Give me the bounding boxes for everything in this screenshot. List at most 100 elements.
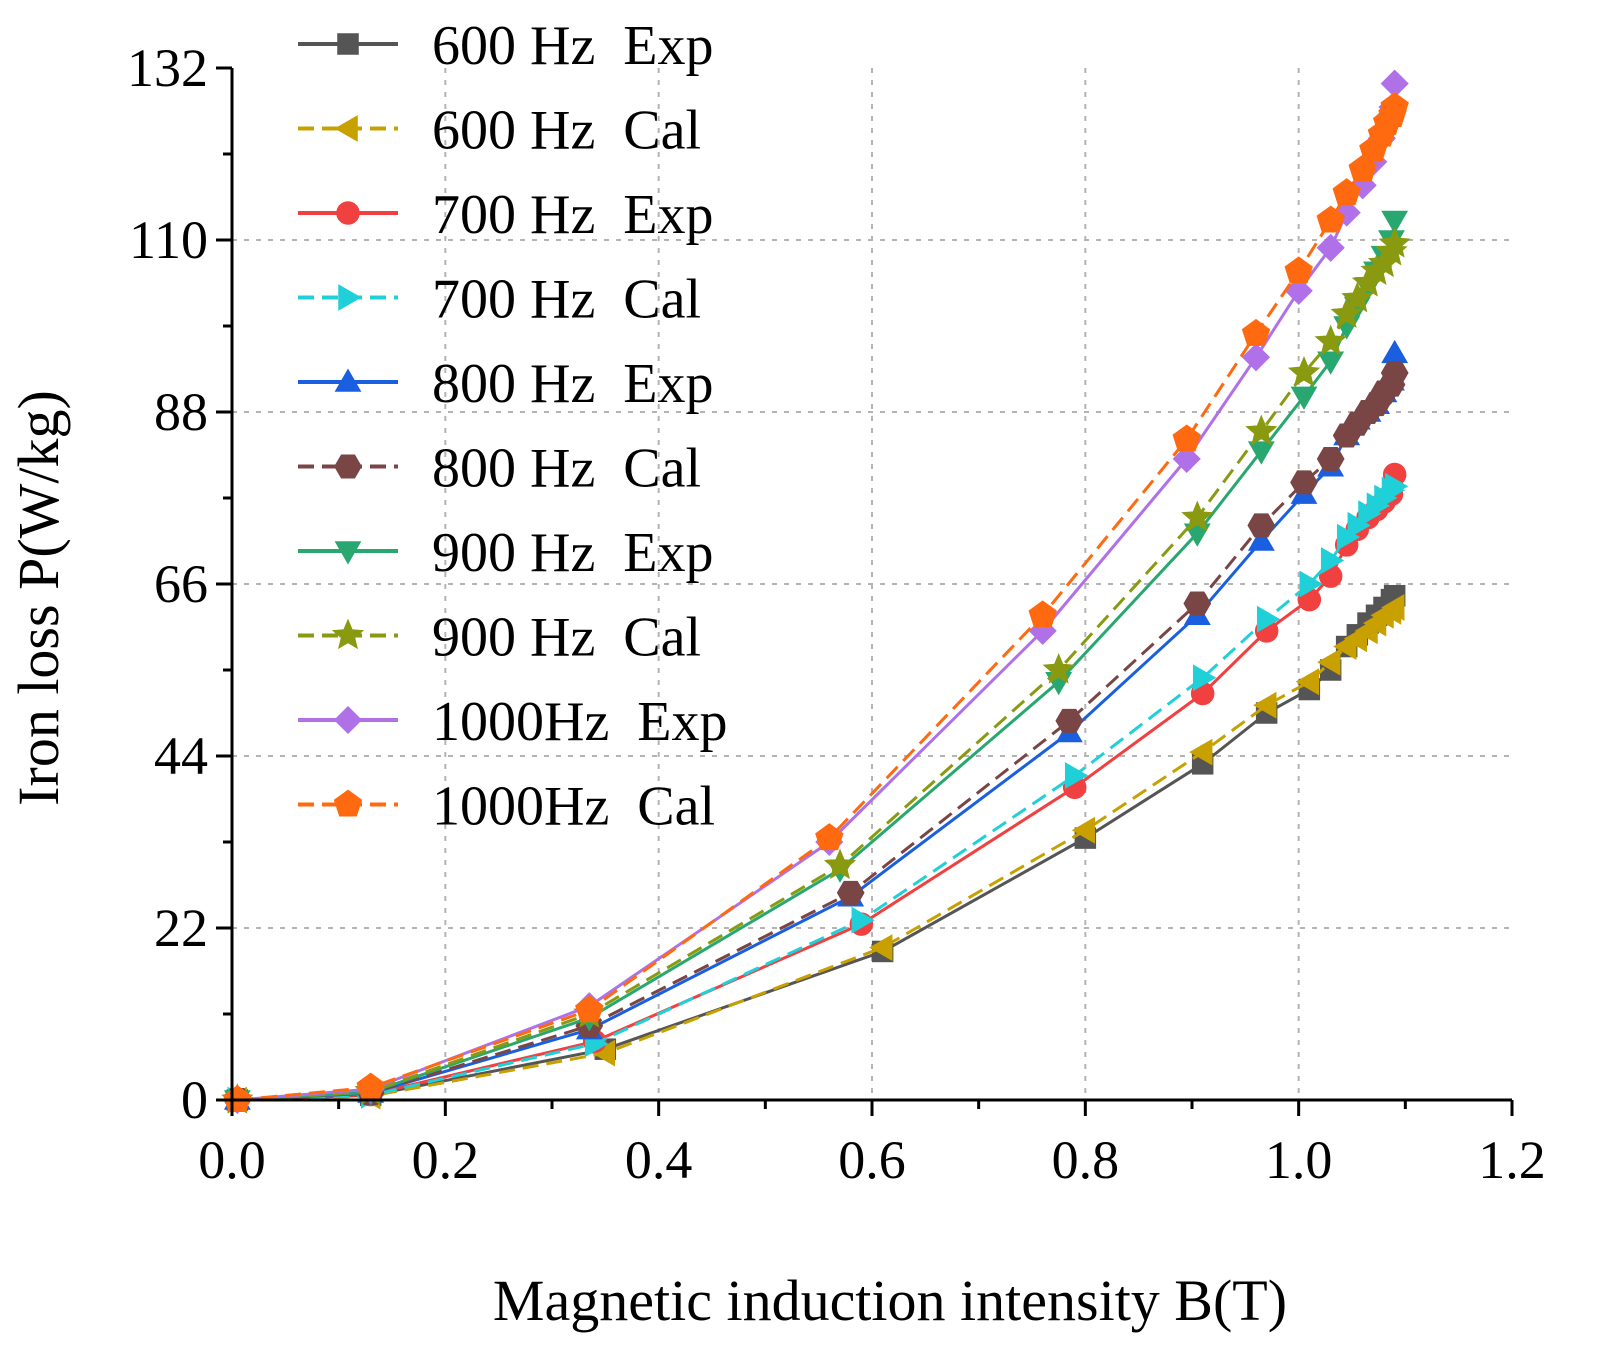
data-point	[1381, 593, 1405, 621]
series-900-hz-cal	[221, 226, 1411, 1114]
data-point	[1042, 653, 1075, 684]
legend-label: 1000Hz Cal	[432, 776, 715, 838]
legend-item: 700 Hz Cal	[298, 269, 701, 331]
data-point	[1247, 527, 1275, 551]
data-point	[1028, 600, 1057, 628]
x-tick-label: 1.2	[1478, 1130, 1546, 1190]
legend-marker	[338, 284, 362, 311]
data-point	[1245, 414, 1278, 446]
data-point	[356, 1072, 385, 1100]
data-point	[1071, 816, 1096, 844]
data-point	[1189, 738, 1213, 766]
legend-label: 600 Hz Exp	[432, 15, 714, 77]
legend: 600 Hz Exp 600 Hz Cal 700 Hz Exp 700 Hz Cal…	[298, 15, 728, 838]
x-tick-label: 0.8	[1052, 1130, 1120, 1190]
series-line-600-hz-cal	[237, 606, 1396, 1102]
data-point	[1192, 664, 1217, 692]
series-700-hz-exp	[225, 462, 1407, 1112]
data-point	[575, 995, 604, 1023]
data-point	[1172, 444, 1201, 473]
legend-label: 800 Hz Cal	[432, 438, 701, 500]
y-tick-label: 22	[154, 898, 208, 958]
data-point	[1314, 324, 1347, 356]
series-line-800-hz-exp	[237, 353, 1397, 1102]
legend-marker	[334, 115, 358, 142]
y-tick-label: 110	[129, 210, 208, 270]
data-point	[1247, 441, 1275, 465]
x-tick-label: 0.0	[198, 1130, 266, 1190]
x-axis-label: Magnetic induction intensity B(T)	[493, 1268, 1287, 1333]
data-point	[869, 934, 893, 962]
legend-item: 700 Hz Exp	[298, 184, 714, 246]
legend-label: 700 Hz Cal	[432, 269, 701, 331]
legend-marker	[334, 368, 362, 392]
data-point	[1317, 648, 1341, 676]
legend-label: 600 Hz Cal	[432, 100, 701, 162]
legend-item: 900 Hz Exp	[298, 522, 714, 584]
legend-label: 800 Hz Exp	[432, 353, 714, 415]
series-line-700-hz-cal	[237, 485, 1396, 1102]
data-point	[1284, 256, 1313, 284]
data-point	[1316, 205, 1345, 233]
series-900-hz-exp	[223, 210, 1409, 1114]
data-point	[1332, 178, 1361, 206]
data-point	[1378, 226, 1411, 258]
series-800-hz-exp	[223, 339, 1409, 1110]
legend-item: 1000Hz Cal	[298, 776, 715, 838]
series-line-900-hz-cal	[237, 243, 1397, 1102]
legend-marker	[334, 541, 362, 565]
series-line-700-hz-exp	[237, 474, 1397, 1102]
series-600-hz-exp	[226, 584, 1406, 1111]
data-point	[1247, 513, 1276, 538]
x-tick-label: 0.4	[625, 1130, 693, 1190]
data-point	[1055, 708, 1084, 733]
data-point	[1317, 351, 1345, 375]
series-line-600-hz-exp	[237, 594, 1396, 1102]
data-point	[1256, 605, 1281, 633]
legend-marker	[336, 201, 360, 225]
data-point	[1290, 470, 1318, 495]
series-line-800-hz-cal	[237, 372, 1397, 1102]
legend-marker	[331, 618, 365, 650]
data-point	[1320, 547, 1345, 575]
y-axis-label: Iron loss P(W/kg)	[6, 390, 71, 806]
data-point	[1064, 762, 1089, 790]
data-point	[1183, 591, 1212, 616]
series-line-1000hz-cal	[237, 106, 1397, 1102]
series-1000hz-exp	[223, 69, 1409, 1115]
legend-label: 900 Hz Cal	[432, 607, 701, 669]
data-point	[1287, 355, 1321, 387]
legend-label: 1000Hz Exp	[432, 691, 728, 753]
data-point	[1299, 570, 1323, 598]
data-point	[851, 906, 875, 934]
legend-label: 700 Hz Exp	[432, 184, 714, 246]
series-line-900-hz-exp	[237, 220, 1397, 1102]
legend-marker	[333, 789, 363, 817]
data-point	[836, 880, 865, 905]
series-1000hz-cal	[223, 92, 1409, 1113]
data-point	[815, 823, 844, 851]
data-point	[1253, 691, 1277, 719]
data-point	[1330, 297, 1363, 328]
data-point	[1290, 386, 1318, 410]
data-point	[1316, 446, 1345, 471]
y-tick-label: 66	[154, 554, 208, 614]
data-point	[1181, 500, 1214, 532]
legend-label: 900 Hz Exp	[432, 522, 714, 584]
data-point	[1241, 318, 1271, 346]
ticks: 0.0 0.2 0.4 0.6 0.8 1.0 1.2 0 22 44 66 88 110 132	[127, 38, 1546, 1190]
data-point	[1316, 233, 1345, 262]
x-tick-label: 0.2	[412, 1130, 480, 1190]
legend-marker	[337, 33, 359, 55]
data-point	[1381, 339, 1409, 364]
series-layer	[221, 69, 1411, 1115]
legend-item: 800 Hz Exp	[298, 353, 714, 415]
data-point	[1341, 281, 1374, 313]
data-point	[1380, 92, 1409, 120]
data-point	[1380, 360, 1409, 385]
data-point	[823, 848, 857, 880]
series-line-1000hz-exp	[237, 83, 1397, 1102]
x-tick-label: 0.6	[838, 1130, 906, 1190]
legend-item: 800 Hz Cal	[298, 438, 701, 500]
